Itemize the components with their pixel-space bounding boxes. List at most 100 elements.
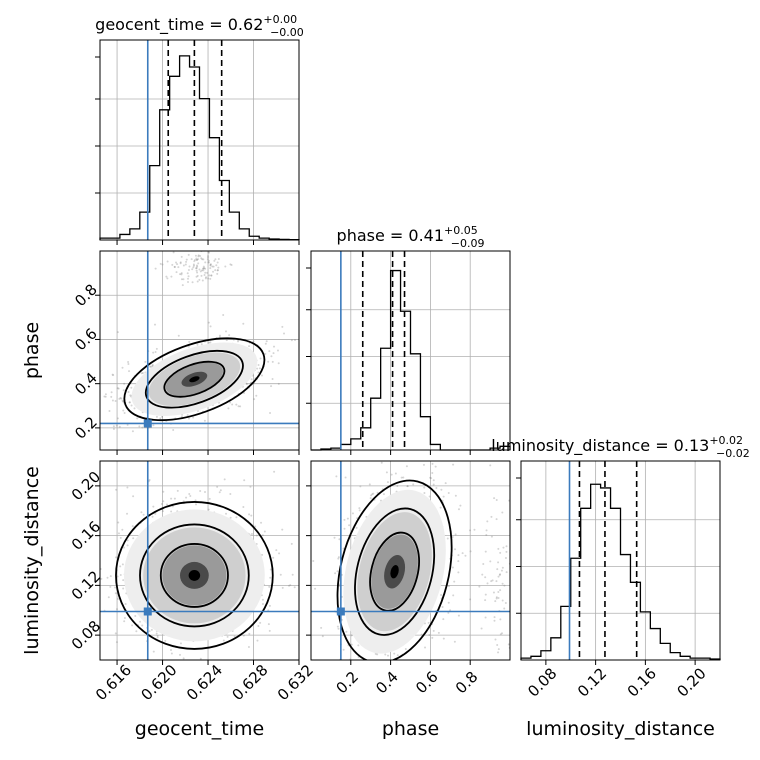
y-axis-label: phase [21, 322, 43, 379]
sample-point [194, 254, 197, 257]
sample-point [400, 476, 403, 479]
sample-point [248, 632, 251, 635]
histogram-geocent_time [99, 55, 300, 241]
sample-point [207, 251, 210, 254]
sample-point [510, 520, 512, 522]
sample-point [175, 271, 178, 274]
sample-point [517, 572, 519, 574]
sample-point [173, 265, 176, 268]
sample-point [486, 582, 489, 585]
x-tick-label: 0.624 [183, 661, 226, 704]
sample-point [290, 542, 293, 545]
sample-point [489, 560, 492, 563]
sample-point [281, 586, 284, 589]
sample-point [159, 417, 162, 420]
sample-point [116, 597, 119, 600]
sample-point [152, 424, 155, 427]
sample-point [114, 556, 117, 559]
sample-point [123, 412, 126, 415]
sample-point [473, 528, 476, 531]
sample-point [117, 532, 120, 535]
sample-point [229, 263, 232, 266]
sample-point [201, 269, 204, 272]
sample-point [513, 540, 515, 542]
sample-point [269, 576, 272, 579]
sample-point [195, 267, 198, 270]
sample-point [371, 493, 374, 496]
sample-point [144, 360, 147, 363]
sample-point [175, 261, 178, 264]
sample-point [197, 262, 200, 265]
sample-point [370, 494, 373, 497]
sample-point [490, 515, 493, 518]
sample-point [187, 268, 190, 271]
sample-point [126, 539, 129, 542]
sample-point [109, 585, 112, 588]
sample-point [150, 365, 153, 368]
sample-point [140, 511, 143, 514]
sample-point [202, 269, 205, 272]
sample-point [231, 403, 234, 406]
x-tick-label: 0.6 [412, 668, 442, 698]
sample-point [235, 403, 238, 406]
truth-marker [143, 419, 152, 428]
sample-point [121, 563, 124, 566]
sample-point [155, 632, 158, 635]
sample-point [126, 423, 129, 426]
sample-point [478, 585, 481, 588]
sample-point [216, 261, 219, 264]
sample-point [197, 254, 200, 257]
sample-point [119, 565, 122, 568]
sample-point [214, 269, 217, 272]
sample-point [116, 387, 119, 390]
sample-point [173, 497, 176, 500]
sample-point [120, 397, 123, 400]
sample-point [505, 545, 508, 548]
sample-point [281, 528, 284, 531]
sample-point [179, 273, 182, 276]
sample-point [451, 439, 453, 441]
sample-point [180, 278, 183, 281]
sample-point [140, 372, 143, 375]
sample-point [196, 280, 199, 283]
sample-point [507, 643, 510, 646]
sample-point [350, 634, 353, 637]
sample-point [222, 314, 225, 317]
sample-point [217, 258, 220, 261]
x-tick-label: 0.628 [228, 661, 271, 704]
sample-point [457, 614, 460, 617]
sample-point [111, 399, 114, 402]
sample-point [152, 351, 155, 354]
sample-point [454, 548, 457, 551]
sample-point [195, 264, 198, 267]
sample-point [188, 492, 191, 495]
sample-point [207, 508, 210, 511]
sample-point [316, 590, 318, 592]
sample-point [127, 362, 130, 365]
sample-point [159, 262, 162, 265]
sample-point [293, 586, 296, 589]
sample-point [192, 266, 195, 269]
sample-point [343, 518, 346, 521]
sample-point [402, 457, 404, 459]
sample-point [495, 580, 498, 583]
sample-point [261, 553, 264, 556]
sample-point [179, 653, 182, 656]
sample-point [254, 525, 257, 528]
sample-point [176, 489, 179, 492]
sample-point [154, 267, 157, 270]
sample-point [497, 590, 500, 593]
sample-point [135, 630, 138, 633]
sample-point [202, 267, 205, 270]
sample-point [233, 635, 236, 638]
sample-point [385, 661, 387, 663]
sample-point [312, 559, 315, 562]
sample-point [271, 377, 274, 380]
sample-point [211, 265, 214, 268]
sample-point [212, 270, 215, 273]
sample-point [353, 663, 355, 665]
sample-point [218, 661, 220, 663]
sample-point [217, 266, 220, 269]
sample-point [259, 621, 262, 624]
sample-point [162, 500, 165, 503]
